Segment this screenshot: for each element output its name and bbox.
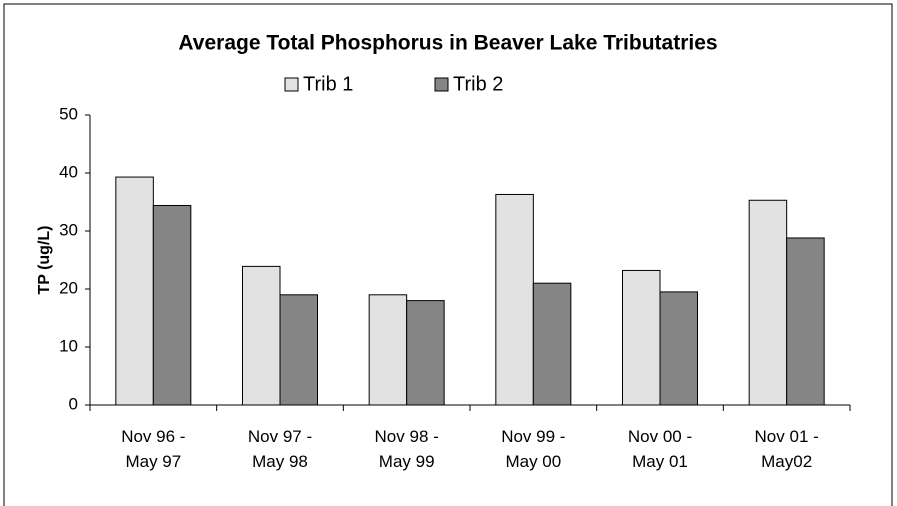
bar	[748, 199, 788, 406]
bar	[279, 294, 318, 406]
bar	[532, 282, 572, 406]
bar	[495, 193, 534, 406]
y-tick-label: 10	[59, 336, 78, 355]
legend-swatch	[284, 77, 299, 92]
legend-swatch	[434, 77, 449, 92]
y-tick-label: 50	[59, 104, 78, 123]
x-tick-label: Nov 97 -May 98	[248, 427, 312, 471]
y-tick-label: 40	[59, 162, 78, 181]
chart-title: Average Total Phosphorus in Beaver Lake …	[178, 32, 717, 55]
x-tick-label: Nov 96 -May 97	[121, 427, 185, 471]
x-tick-label: Nov 98 -May 99	[375, 427, 439, 471]
x-tick-label: Nov 01 -May02	[755, 427, 819, 471]
legend-label: Trib 2	[453, 73, 503, 95]
bar	[368, 294, 408, 406]
x-tick-label: Nov 99 -May 00	[501, 427, 565, 471]
chart-frame	[3, 3, 893, 506]
legend-label: Trib 1	[303, 73, 353, 95]
y-axis-label: TP (ug/L)	[36, 225, 53, 294]
y-tick-label: 0	[69, 394, 78, 413]
bar	[406, 300, 445, 406]
bar	[659, 291, 698, 406]
bar	[115, 176, 154, 406]
y-tick-label: 20	[59, 278, 78, 297]
y-tick-label: 30	[59, 220, 78, 239]
bar	[786, 237, 825, 406]
bar	[242, 265, 281, 406]
bar	[622, 269, 661, 406]
bar	[152, 204, 192, 406]
x-tick-label: Nov 00 -May 01	[628, 427, 692, 471]
